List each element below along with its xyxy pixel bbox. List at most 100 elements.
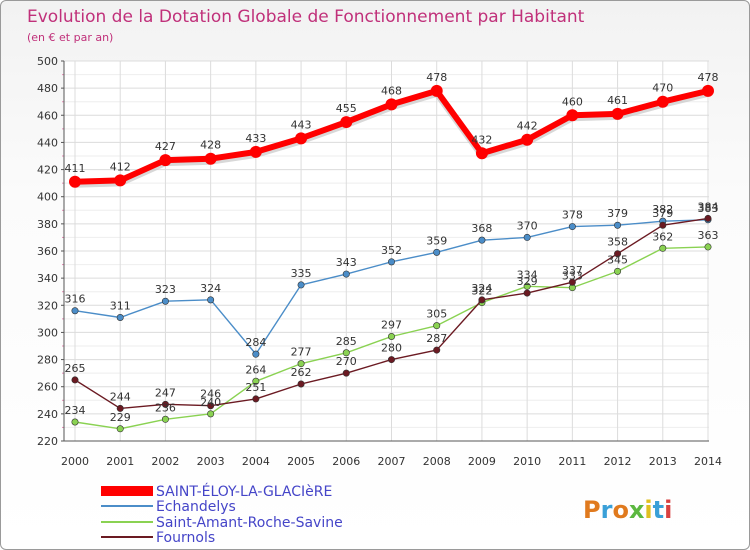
x-tick-label: 2010 xyxy=(513,455,541,468)
logo-letter: i xyxy=(664,496,672,524)
data-label: 345 xyxy=(607,253,628,266)
data-label: 236 xyxy=(155,401,176,414)
y-tick-label: 220 xyxy=(37,435,58,448)
data-point xyxy=(297,281,305,289)
y-tick-label: 300 xyxy=(37,326,58,339)
x-tick-label: 2001 xyxy=(106,455,134,468)
x-tick-label: 2007 xyxy=(378,455,406,468)
data-point xyxy=(521,133,534,146)
data-point xyxy=(252,350,260,358)
y-tick-label: 380 xyxy=(37,218,58,231)
y-tick-label: 320 xyxy=(37,299,58,312)
data-label: 285 xyxy=(336,335,357,348)
y-tick-label: 280 xyxy=(37,354,58,367)
data-label: 229 xyxy=(110,411,131,424)
y-tick-label: 420 xyxy=(37,164,58,177)
data-label: 265 xyxy=(65,362,86,375)
data-point xyxy=(159,154,172,167)
data-label: 478 xyxy=(698,71,719,84)
data-label: 311 xyxy=(110,300,131,313)
data-label: 324 xyxy=(471,282,492,295)
x-tick-label: 2012 xyxy=(604,455,632,468)
data-label: 277 xyxy=(291,346,312,359)
data-label: 264 xyxy=(245,363,266,376)
data-label: 287 xyxy=(426,332,447,345)
data-label: 455 xyxy=(336,102,357,115)
data-point xyxy=(523,282,531,290)
y-tick-label: 400 xyxy=(37,191,58,204)
x-tick-label: 2003 xyxy=(197,455,225,468)
data-point xyxy=(249,145,262,158)
y-tick-label: 360 xyxy=(37,245,58,258)
data-label: 334 xyxy=(517,268,538,281)
data-label: 384 xyxy=(698,200,719,213)
data-point xyxy=(614,250,622,258)
data-point xyxy=(385,98,398,111)
data-point xyxy=(568,223,576,231)
data-label: 247 xyxy=(155,386,176,399)
data-label: 324 xyxy=(200,282,221,295)
logo-letter: o xyxy=(612,496,629,524)
y-tick-label: 240 xyxy=(37,408,58,421)
data-point xyxy=(116,404,124,412)
data-point xyxy=(116,313,124,321)
data-label: 428 xyxy=(200,139,221,152)
data-label: 262 xyxy=(291,366,312,379)
data-label: 478 xyxy=(426,71,447,84)
x-tick-label: 2013 xyxy=(649,455,677,468)
y-tick-label: 480 xyxy=(37,82,58,95)
data-label: 333 xyxy=(562,270,583,283)
data-point xyxy=(116,425,124,433)
data-point xyxy=(342,349,350,357)
data-point xyxy=(702,84,714,97)
data-label: 316 xyxy=(65,293,86,306)
data-label: 412 xyxy=(110,160,131,173)
data-point xyxy=(659,221,667,229)
x-tick-label: 2014 xyxy=(694,455,722,468)
x-tick-label: 2002 xyxy=(151,455,179,468)
data-point xyxy=(387,332,395,340)
data-point xyxy=(71,307,79,315)
data-label: 240 xyxy=(200,396,221,409)
data-label: 359 xyxy=(426,234,447,247)
data-label: 335 xyxy=(291,267,312,280)
data-point xyxy=(433,346,441,354)
data-label: 442 xyxy=(517,120,538,133)
data-point xyxy=(614,221,622,229)
x-tick-label: 2011 xyxy=(558,455,586,468)
legend-label: Fournols xyxy=(156,530,215,546)
data-point xyxy=(69,175,81,188)
data-point xyxy=(114,174,127,187)
data-point xyxy=(523,233,531,241)
data-label: 343 xyxy=(336,256,357,269)
data-label: 246 xyxy=(200,388,221,401)
data-point xyxy=(342,369,350,377)
x-tick-label: 2000 xyxy=(61,455,89,468)
y-tick-label: 260 xyxy=(37,381,58,394)
data-point xyxy=(342,270,350,278)
data-label: 323 xyxy=(155,283,176,296)
data-label: 461 xyxy=(607,94,628,107)
data-point xyxy=(71,418,79,426)
data-point xyxy=(297,380,305,388)
data-label: 251 xyxy=(245,381,266,394)
logo-letter: r xyxy=(601,496,613,524)
data-point xyxy=(71,376,79,384)
data-point xyxy=(295,132,308,145)
proxiti-logo: Proxiti xyxy=(583,496,672,524)
y-tick-label: 500 xyxy=(37,55,58,68)
data-label: 383 xyxy=(698,202,719,215)
data-point xyxy=(161,415,169,423)
logo-letter: t xyxy=(653,496,664,524)
data-point xyxy=(161,400,169,408)
data-label: 358 xyxy=(607,236,628,249)
data-point xyxy=(204,152,217,165)
x-tick-label: 2008 xyxy=(423,455,451,468)
data-label: 363 xyxy=(698,229,719,242)
data-point xyxy=(161,297,169,305)
legend: SAINT-ÉLOY-LA-GLACIèREEchandelysSaint-Am… xyxy=(101,483,343,546)
data-point xyxy=(568,278,576,286)
data-label: 368 xyxy=(471,222,492,235)
